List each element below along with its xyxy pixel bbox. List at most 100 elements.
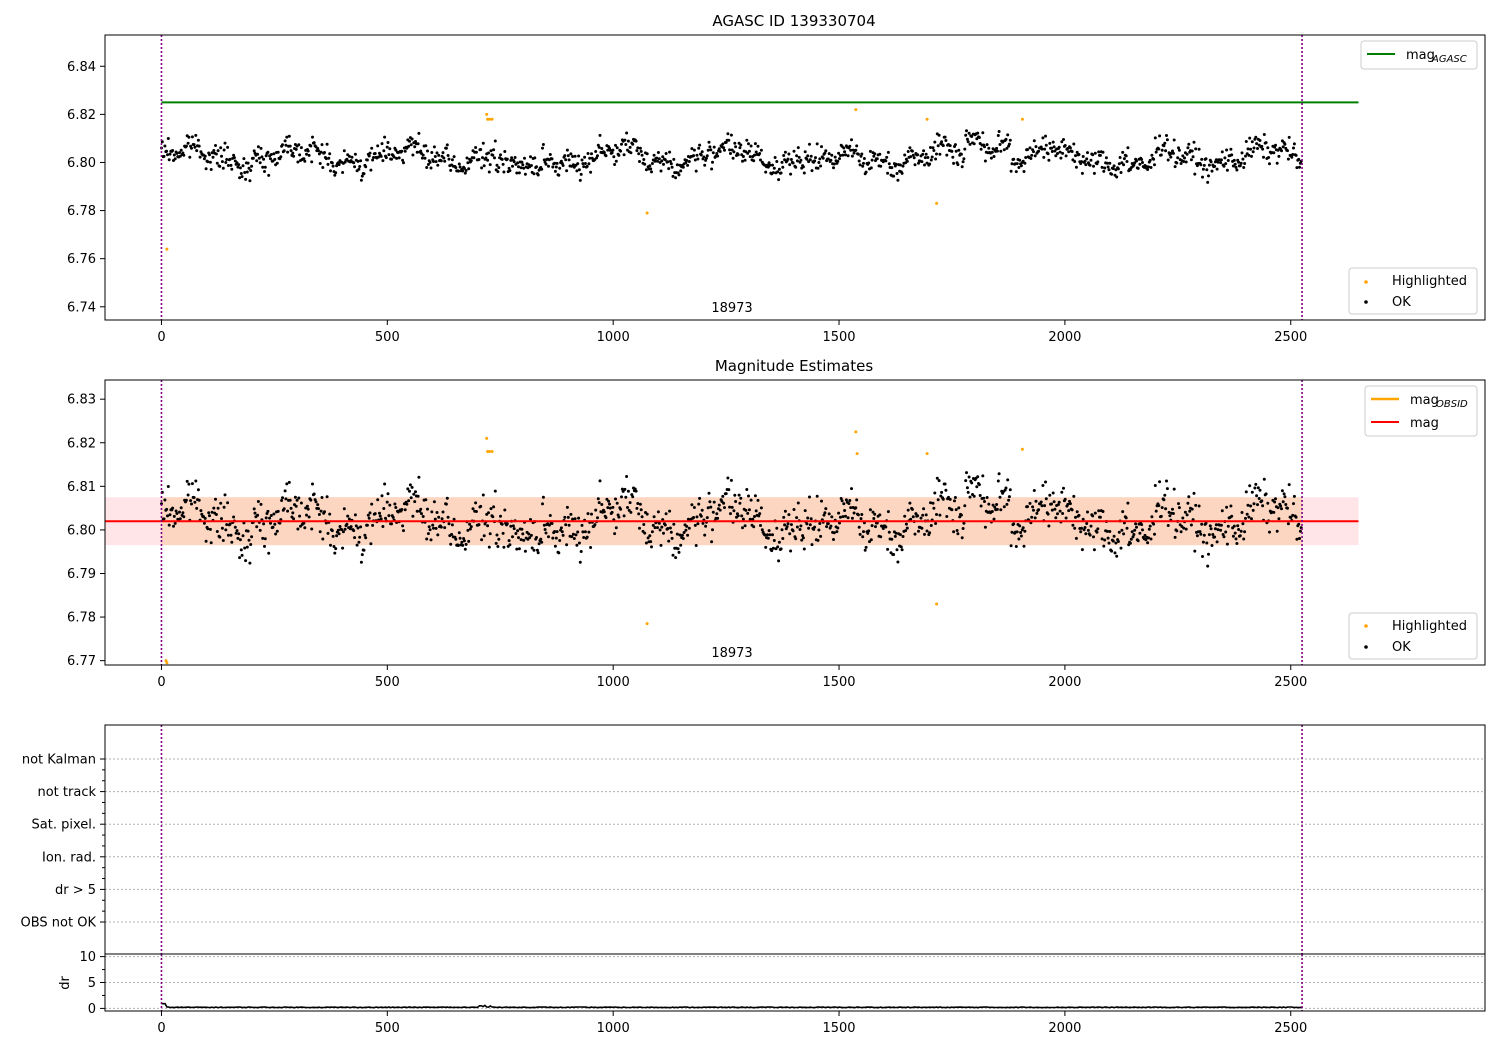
ok-point <box>341 530 345 534</box>
ok-point <box>979 147 983 151</box>
ok-point <box>532 548 536 552</box>
ok-point <box>663 523 667 527</box>
ok-point <box>1050 508 1054 512</box>
ok-point <box>419 149 423 153</box>
ok-point <box>867 161 871 165</box>
ok-point <box>795 159 799 163</box>
ok-point <box>208 527 212 531</box>
ok-point <box>1021 526 1025 530</box>
ok-point <box>458 536 462 540</box>
ok-point <box>989 156 993 160</box>
ok-point <box>1257 497 1261 500</box>
ok-point <box>832 162 836 166</box>
ok-point <box>650 545 653 549</box>
ok-point <box>684 528 688 532</box>
ok-point <box>310 527 314 531</box>
ok-point <box>360 553 364 557</box>
ok-point <box>1010 162 1014 166</box>
ok-point <box>385 145 389 149</box>
ok-point <box>1238 534 1242 538</box>
ok-point <box>808 142 811 146</box>
ok-point <box>936 144 940 148</box>
ok-point <box>581 530 585 534</box>
ok-point <box>685 524 689 528</box>
ok-point <box>1031 505 1035 509</box>
ok-point <box>358 165 362 168</box>
ok-point <box>884 525 888 529</box>
ok-point <box>503 150 507 153</box>
ok-point <box>537 542 541 546</box>
ok-point <box>1199 532 1203 536</box>
ok-point <box>756 498 760 502</box>
ok-point <box>763 533 767 537</box>
ok-point <box>1047 158 1051 162</box>
ok-point <box>1008 138 1012 142</box>
ok-point <box>1192 140 1196 144</box>
ok-point <box>1107 168 1111 172</box>
ok-point <box>615 501 619 505</box>
ok-point <box>731 156 735 160</box>
ok-point <box>726 132 730 136</box>
x-tick-label: 0 <box>157 1021 165 1036</box>
x-tick-label: 2000 <box>1048 675 1081 690</box>
ok-point <box>953 496 957 499</box>
ok-point <box>1064 516 1068 520</box>
ok-point <box>1266 501 1270 505</box>
ok-point <box>620 495 623 499</box>
ok-point <box>818 522 822 525</box>
ok-point <box>539 537 543 541</box>
ok-point <box>1070 508 1074 512</box>
ok-point <box>682 531 686 534</box>
ok-point <box>561 533 565 537</box>
ok-point <box>767 161 771 165</box>
ok-point <box>777 178 781 182</box>
ok-point <box>208 514 211 518</box>
ok-point <box>678 533 682 537</box>
ok-point <box>203 516 207 520</box>
ok-point <box>829 524 833 528</box>
ok-point <box>638 146 642 150</box>
ok-point <box>1004 486 1008 490</box>
ok-point <box>1166 524 1170 527</box>
ok-point <box>264 516 268 520</box>
highlighted-point <box>645 211 649 215</box>
ok-point <box>381 525 385 528</box>
flag-label: Ion. rad. <box>42 850 96 865</box>
ok-point <box>1260 144 1264 148</box>
ok-point <box>602 510 606 514</box>
ok-point <box>439 159 443 163</box>
ok-point <box>666 160 670 164</box>
ok-point <box>218 164 222 168</box>
y-tick-label: 6.77 <box>67 654 96 669</box>
ok-point <box>931 501 935 505</box>
ok-point <box>220 160 224 164</box>
ok-point <box>993 505 997 509</box>
ok-point <box>990 510 994 513</box>
ok-point <box>608 502 611 506</box>
ok-point <box>795 516 799 520</box>
ok-point <box>700 150 704 154</box>
ok-point <box>1044 143 1048 147</box>
ok-point <box>370 146 374 150</box>
ok-point <box>1125 160 1129 163</box>
ok-point <box>614 143 617 147</box>
ok-point <box>686 533 690 537</box>
panel-estimates-frame <box>104 379 1486 666</box>
ok-point <box>639 508 643 512</box>
ok-point <box>771 533 774 537</box>
ok-point <box>461 169 465 173</box>
highlighted-point <box>490 117 494 121</box>
ok-point <box>1111 167 1115 171</box>
ok-point <box>400 508 404 511</box>
ok-point <box>785 525 789 529</box>
ok-point <box>1009 169 1013 173</box>
ok-point <box>1281 145 1285 149</box>
ok-point <box>668 509 672 513</box>
ok-point <box>941 497 945 501</box>
ok-point <box>602 151 606 154</box>
ok-point <box>516 161 520 165</box>
ok-point <box>617 515 621 519</box>
ok-point <box>247 166 251 170</box>
ok-point <box>1083 159 1087 163</box>
ok-point <box>173 521 177 525</box>
